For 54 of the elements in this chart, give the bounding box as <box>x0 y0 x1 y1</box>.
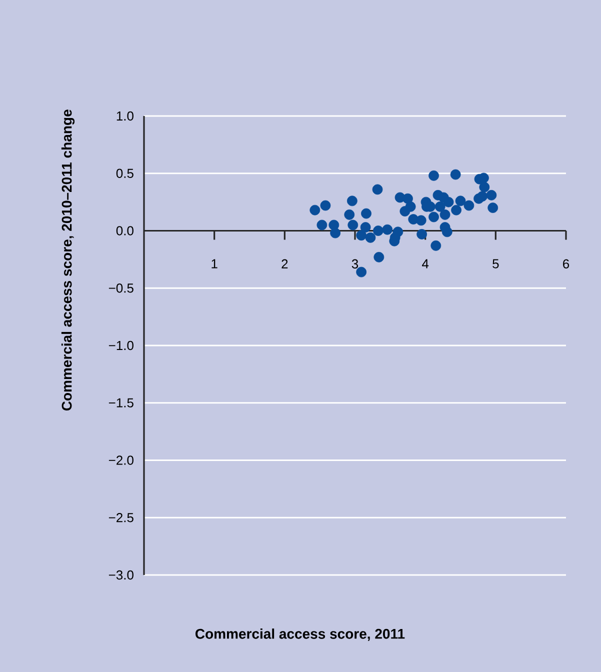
point <box>344 209 355 220</box>
y-tick-label: 0.5 <box>116 168 134 178</box>
point <box>488 202 498 213</box>
y-tick-label: −2.0 <box>108 456 134 465</box>
y-axis-title: Commercial access score, 2010–2011 change <box>61 110 75 411</box>
y-tick-label: −2.5 <box>108 513 134 522</box>
x-axis-title: Commercial access score, 2011 <box>196 628 405 641</box>
point <box>479 182 490 192</box>
x-tick-label: 6 <box>563 259 570 268</box>
point <box>405 201 416 212</box>
point <box>392 226 404 238</box>
point <box>361 208 372 219</box>
point <box>310 204 320 216</box>
y-tick-label: −0.5 <box>108 284 134 293</box>
point <box>486 190 497 200</box>
x-tick-label: 3 <box>352 259 358 268</box>
point <box>360 222 371 233</box>
y-tick-label: 0.0 <box>116 226 134 236</box>
point <box>440 209 450 220</box>
point <box>382 224 393 235</box>
x-tick-label: 1 <box>212 259 218 268</box>
point <box>443 196 454 208</box>
point <box>451 204 462 216</box>
y-tick-label: 1.0 <box>116 111 134 121</box>
point <box>348 220 358 230</box>
point <box>320 200 331 211</box>
point <box>372 184 383 195</box>
point <box>374 252 384 262</box>
y-tick-label: −1.5 <box>108 398 134 408</box>
point <box>356 266 367 278</box>
point <box>373 226 384 236</box>
point <box>430 240 442 251</box>
x-tick-label: 5 <box>492 259 499 268</box>
point <box>330 228 340 238</box>
x-tick-label: 4 <box>422 259 429 268</box>
point <box>434 201 446 212</box>
point <box>416 228 428 240</box>
point <box>316 220 328 230</box>
point <box>416 215 426 226</box>
point <box>346 196 358 206</box>
point <box>442 226 452 238</box>
point <box>365 232 376 243</box>
point <box>428 170 439 181</box>
point <box>455 196 466 206</box>
point <box>428 212 439 222</box>
y-tick-label: −3.0 <box>108 570 134 580</box>
point <box>477 191 488 202</box>
point <box>402 193 413 204</box>
point <box>356 230 367 241</box>
y-tick-label: −1.0 <box>108 340 134 350</box>
x-tick-label: 2 <box>282 259 288 268</box>
point <box>450 169 461 180</box>
point <box>464 200 474 211</box>
point <box>478 172 489 184</box>
